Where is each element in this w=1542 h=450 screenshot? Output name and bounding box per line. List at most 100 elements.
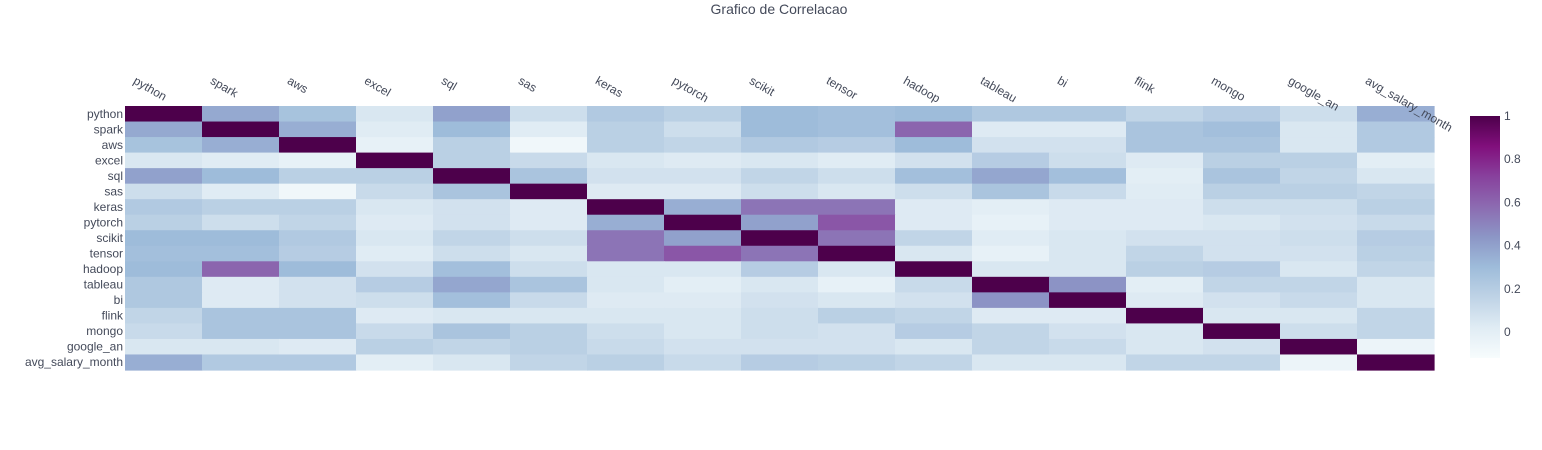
heatmap-cell-google_an-avg_salary_month — [1357, 338, 1435, 356]
heatmap-cell-excel-sql — [433, 152, 511, 169]
heatmap-cell-tensor-sas — [510, 245, 588, 262]
colorbar-tick-0.8: 0.8 — [1504, 152, 1521, 166]
heatmap-cell-tensor-avg_salary_month — [1357, 245, 1435, 262]
heatmap-cell-aws-python — [125, 137, 203, 154]
heatmap-cell-aws-scikit — [741, 137, 819, 154]
heatmap-cell-sas-bi — [1049, 183, 1127, 200]
heatmap-cell-hadoop-pytorch — [664, 261, 742, 278]
heatmap-cell-sql-sql — [433, 168, 511, 185]
heatmap-cell-tableau-sas — [510, 276, 588, 293]
heatmap-cell-aws-flink — [1126, 137, 1204, 154]
heatmap-cell-sas-tableau — [972, 183, 1050, 200]
heatmap-cell-tensor-tensor — [818, 245, 896, 262]
heatmap-cell-keras-flink — [1126, 199, 1204, 216]
heatmap-cell-mongo-python — [125, 323, 203, 340]
heatmap-cell-avg_salary_month-tensor — [818, 354, 896, 371]
heatmap-cell-hadoop-keras — [587, 261, 665, 278]
heatmap-cell-flink-scikit — [741, 307, 819, 325]
heatmap-cell-flink-aws — [279, 307, 357, 325]
colorbar-tick-0.4: 0.4 — [1504, 239, 1521, 253]
y-tick-label-bi: bi — [114, 293, 123, 307]
heatmap-cell-python-tensor — [818, 106, 896, 123]
heatmap-cell-tableau-hadoop — [895, 276, 973, 293]
heatmap-cell-spark-pytorch — [664, 121, 742, 138]
y-tick-label-excel: excel — [95, 153, 123, 167]
y-tick-label-avg_salary_month: avg_salary_month — [25, 355, 123, 369]
heatmap-cell-bi-keras — [587, 292, 665, 309]
heatmap-cell-tensor-bi — [1049, 245, 1127, 262]
y-tick-label-mongo: mongo — [86, 324, 123, 338]
heatmap-cell-excel-flink — [1126, 152, 1204, 169]
colorbar-tick-0.6: 0.6 — [1504, 195, 1521, 209]
y-tick-label-tableau: tableau — [84, 278, 123, 292]
heatmap-cell-python-excel — [356, 106, 434, 123]
heatmap-cell-avg_salary_month-spark — [202, 354, 280, 371]
colorbar-tick-1: 1 — [1504, 109, 1511, 123]
heatmap-cell-bi-pytorch — [664, 292, 742, 309]
heatmap-cell-sql-pytorch — [664, 168, 742, 185]
heatmap-cell-tensor-python — [125, 245, 203, 262]
x-tick-label-flink: flink — [1132, 73, 1158, 96]
x-tick-label-aws: aws — [285, 73, 310, 96]
heatmap-cell-avg_salary_month-scikit — [741, 354, 819, 371]
heatmap-cell-keras-scikit — [741, 199, 819, 216]
heatmap-cell-aws-mongo — [1203, 137, 1281, 154]
y-tick-label-google_an: google_an — [67, 340, 123, 354]
heatmap-cell-bi-avg_salary_month — [1357, 292, 1435, 309]
heatmap-cell-google_an-scikit — [741, 338, 819, 356]
heatmap-cell-excel-scikit — [741, 152, 819, 169]
heatmap-cell-google_an-spark — [202, 338, 280, 356]
heatmap-cell-excel-spark — [202, 152, 280, 169]
heatmap-cell-flink-tensor — [818, 307, 896, 325]
colorbar-tick-0: 0 — [1504, 325, 1511, 339]
heatmap-cell-keras-mongo — [1203, 199, 1281, 216]
heatmap-cell-python-bi — [1049, 106, 1127, 123]
x-tick-label-spark: spark — [208, 73, 241, 100]
heatmap-cell-mongo-mongo — [1203, 323, 1281, 340]
heatmap-cell-bi-bi — [1049, 292, 1127, 309]
heatmap-cell-spark-flink — [1126, 121, 1204, 138]
heatmap-cell-avg_salary_month-sql — [433, 354, 511, 371]
heatmap-cell-avg_salary_month-bi — [1049, 354, 1127, 371]
x-tick-label-tensor: tensor — [824, 73, 860, 102]
heatmap-cell-mongo-spark — [202, 323, 280, 340]
heatmap-cell-sas-spark — [202, 183, 280, 200]
heatmap-cell-google_an-sas — [510, 338, 588, 356]
heatmap-cell-spark-sas — [510, 121, 588, 138]
heatmap-cell-pytorch-pytorch — [664, 214, 742, 231]
heatmap-cell-pytorch-google_an — [1280, 214, 1358, 231]
heatmap-cell-keras-excel — [356, 199, 434, 216]
heatmap-cell-flink-sql — [433, 307, 511, 325]
heatmap-cell-aws-excel — [356, 137, 434, 154]
heatmap-cell-avg_salary_month-python — [125, 354, 203, 371]
heatmap-cell-google_an-hadoop — [895, 338, 973, 356]
heatmap-cell-tableau-flink — [1126, 276, 1204, 293]
heatmap-cell-scikit-bi — [1049, 230, 1127, 247]
heatmap-cell-tableau-python — [125, 276, 203, 293]
heatmap-cell-google_an-tableau — [972, 338, 1050, 356]
heatmap-cell-keras-sas — [510, 199, 588, 216]
heatmap-cell-aws-pytorch — [664, 137, 742, 154]
heatmap-cell-pytorch-hadoop — [895, 214, 973, 231]
heatmap-cell-sql-sas — [510, 168, 588, 185]
heatmap-cell-aws-bi — [1049, 137, 1127, 154]
heatmap-cell-tensor-hadoop — [895, 245, 973, 262]
heatmap-cell-python-pytorch — [664, 106, 742, 123]
heatmap-cell-keras-keras — [587, 199, 665, 216]
heatmap-cell-flink-avg_salary_month — [1357, 307, 1435, 325]
heatmap-cell-keras-bi — [1049, 199, 1127, 216]
heatmap-cell-python-sas — [510, 106, 588, 123]
x-tick-label-keras: keras — [593, 73, 625, 100]
heatmap-cell-google_an-mongo — [1203, 338, 1281, 356]
heatmap-cell-spark-bi — [1049, 121, 1127, 138]
heatmap-cell-flink-google_an — [1280, 307, 1358, 325]
heatmap-cell-tableau-tensor — [818, 276, 896, 293]
heatmap-cell-sql-bi — [1049, 168, 1127, 185]
x-tick-label-hadoop: hadoop — [901, 73, 943, 105]
heatmap-cell-tableau-scikit — [741, 276, 819, 293]
heatmap-cell-google_an-google_an — [1280, 338, 1358, 356]
heatmap-cell-spark-python — [125, 121, 203, 138]
heatmap-cell-tensor-tableau — [972, 245, 1050, 262]
heatmap-cell-sas-excel — [356, 183, 434, 200]
y-tick-label-spark: spark — [94, 122, 124, 136]
